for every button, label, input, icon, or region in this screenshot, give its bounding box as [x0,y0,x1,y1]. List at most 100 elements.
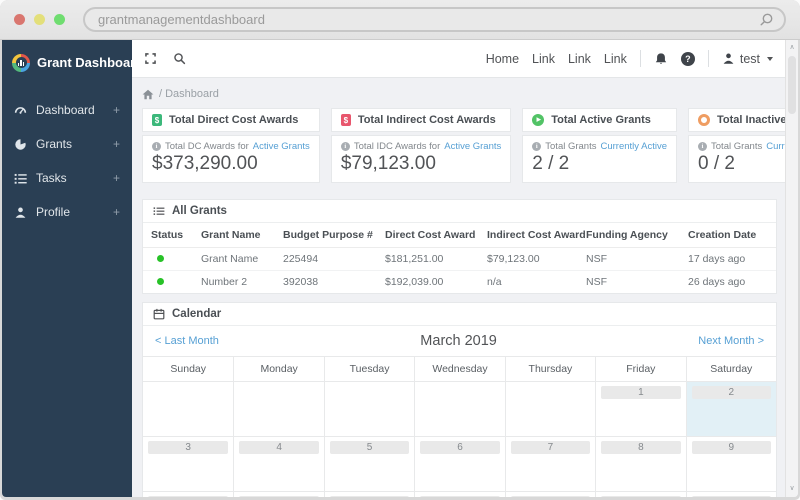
search-icon[interactable] [173,52,186,65]
calendar-day-cell: 5 [323,437,415,491]
stat-card-direct-cost: $ Total Direct Cost Awards i Total DC Awa… [142,108,320,183]
funding-agency-cell: NSF [578,247,680,271]
calendar-day-header-row: Sunday Monday Tuesday Wednesday Thursday… [143,356,776,381]
calendar-day-cell [143,382,234,436]
column-header: Budget Purpose # [275,223,377,248]
funding-agency-cell: NSF [586,276,607,288]
calendar-day-cell: 7 [504,437,596,491]
search-icon [759,12,774,27]
last-month-link[interactable]: < Last Month [155,335,219,347]
invoice-green-icon: $ [152,114,162,126]
calendar-day-number: 4 [239,441,319,454]
nav-link-home[interactable]: Home [485,51,520,66]
help-icon[interactable]: ? [680,51,695,66]
calendar-day-cell: 10 [143,492,234,497]
invoice-red-icon: $ [340,114,351,126]
expand-plus-icon: + [112,205,120,219]
currently-active-link[interactable]: Currently Active [600,141,668,152]
close-window-button[interactable] [14,14,25,25]
play-circle-green-icon: ▶ [532,114,545,126]
all-grants-panel: All Grants Status Grant Name Budget Purp… [142,199,777,294]
calendar-day-cell: 4 [233,437,324,491]
calendar-icon [153,308,165,320]
calendar-day-cell-today: 2 [685,382,776,436]
budget-purpose-cell: 225494 [275,247,377,271]
minimize-window-button[interactable] [34,14,45,25]
expand-plus-icon: + [112,137,120,151]
calendar-month-label: March 2019 [420,333,497,349]
next-month-link[interactable]: Next Month > [698,335,764,347]
brand-logo[interactable]: Grant Dashboard [2,40,143,85]
user-menu[interactable]: test [722,52,773,66]
calendar-day-cell: 3 [143,437,234,491]
stat-cards-row: $ Total Direct Cost Awards i Total DC Awa… [142,108,785,183]
calendar-day-number: 13 [420,496,500,497]
stat-card-title: Total Active Grants [551,114,651,126]
info-icon: i [532,142,542,151]
creation-date-cell: 26 days ago [688,276,746,288]
column-header: Status [143,223,193,248]
scroll-up-arrow-icon[interactable]: ∧ [789,44,795,51]
breadcrumb: / Dashboard [142,88,777,100]
calendar-nav: < Last Month March 2019 Next Month > [143,326,776,356]
sidebar-item-tasks[interactable]: Tasks + [2,161,132,195]
calendar-day-cell [323,382,415,436]
sidebar-item-dashboard[interactable]: Dashboard + [2,93,132,127]
main-area: Home Link Link Link ? test [132,40,785,497]
nav-link-1[interactable]: Link [532,51,555,66]
sidebar-item-label: Grants [36,137,73,151]
nav-link-2[interactable]: Link [567,51,591,66]
calendar-day-cell: 8 [595,437,686,491]
expand-plus-icon: + [112,103,120,117]
grant-name-cell: Number 2 [201,276,248,288]
calendar-day-number: 3 [148,441,229,454]
calendar-day-cell: 1 [595,382,686,436]
brand-chart-icon [12,53,30,72]
sidebar-item-label: Dashboard [36,103,95,117]
status-active-dot [157,278,164,285]
calendar-day-number: 10 [148,496,229,497]
indirect-cost-cell: $79,123.00 [479,247,578,271]
day-header: Friday [595,357,686,381]
sidebar-menu: Dashboard + Grants + Tasks + Profile + [2,93,132,229]
stat-card-indirect-cost: $ Total Indirect Cost Awards i Total IDC … [330,108,512,183]
stat-card-value: 0 / 2 [698,153,735,174]
bell-icon[interactable] [654,52,668,66]
vertical-scrollbar[interactable]: ∧ ∨ [785,40,798,497]
calendar-day-number: 2 [691,386,771,399]
fullscreen-icon[interactable] [144,52,157,65]
stat-card-title: Total Indirect Cost Awards [357,114,496,126]
user-avatar-icon [722,52,735,65]
grants-table: Status Grant Name Budget Purpose # Direc… [143,223,776,293]
sidebar-item-profile[interactable]: Profile + [2,195,132,229]
creation-date-cell: 17 days ago [680,247,776,271]
currently-inactive-link[interactable]: Currently Inactive [766,141,785,152]
calendar-day-number: 5 [329,441,410,454]
calendar-day-number: 11 [239,496,319,497]
list-icon [153,205,165,217]
stat-card-value: $373,290.00 [152,153,258,174]
gauge-icon [14,104,27,117]
calendar-day-cell: 12 [323,492,415,497]
nav-link-3[interactable]: Link [603,51,627,66]
calendar-day-number: 1 [601,386,681,399]
scrollbar-thumb[interactable] [788,56,796,114]
indirect-cost-cell: n/a [487,276,502,288]
column-header: Grant Name [193,223,275,248]
scroll-down-arrow-icon[interactable]: ∨ [789,485,795,492]
day-header: Wednesday [414,357,505,381]
address-bar[interactable]: grantmanagementdashboard [83,7,786,32]
brand-title: Grant Dashboard [37,55,144,70]
divider [707,50,709,67]
sidebar-item-grants[interactable]: Grants + [2,127,132,161]
home-icon [142,89,154,100]
user-icon [14,206,27,219]
calendar-day-cell: 16 [685,492,776,497]
stat-card-desc: Total Grants [711,141,763,152]
active-grants-link[interactable]: Active Grants [252,141,310,152]
calendar-day-cell: 9 [685,437,776,491]
stat-card-title: Total Direct Cost Awards [169,114,299,126]
active-grants-link[interactable]: Active Grants [444,141,502,152]
zoom-window-button[interactable] [54,14,65,25]
table-row: Grant Name 225494 $181,251.00 $79,123.00… [143,247,776,271]
